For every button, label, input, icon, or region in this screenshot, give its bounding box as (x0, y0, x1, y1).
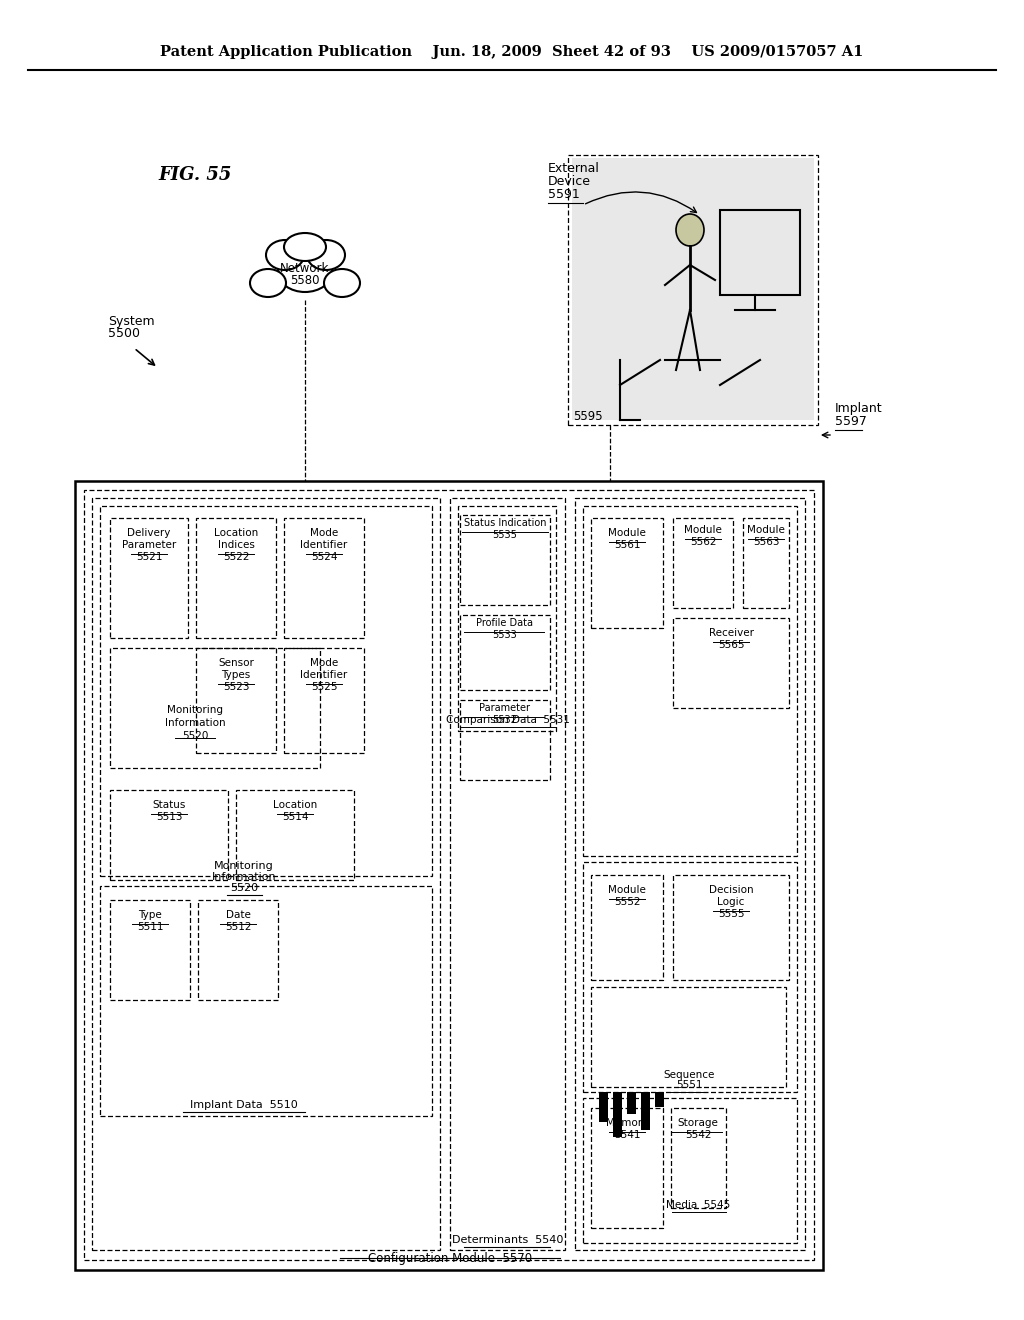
Text: Receiver: Receiver (709, 628, 754, 638)
Text: 5551: 5551 (676, 1080, 702, 1090)
Text: 5524: 5524 (310, 552, 337, 562)
Ellipse shape (307, 240, 345, 271)
Text: 5591: 5591 (548, 187, 580, 201)
Text: Comparison Data  5531: Comparison Data 5531 (446, 715, 570, 725)
Bar (654, 1092, 664, 1107)
Text: 5563: 5563 (753, 537, 779, 546)
Bar (640, 1092, 649, 1130)
Text: Status Indication: Status Indication (464, 517, 546, 528)
Text: Types: Types (221, 671, 251, 680)
Text: Logic: Logic (718, 898, 744, 907)
Text: FIG. 55: FIG. 55 (158, 166, 231, 183)
Text: 5535: 5535 (493, 531, 517, 540)
Text: Parameter: Parameter (122, 540, 176, 550)
Text: Mode: Mode (310, 528, 338, 539)
Bar (612, 1092, 622, 1137)
Text: 5597: 5597 (835, 414, 867, 428)
Text: Determinants  5540: Determinants 5540 (453, 1236, 563, 1245)
Text: 5520: 5520 (182, 731, 208, 741)
Text: Monitoring: Monitoring (167, 705, 223, 715)
Text: Device: Device (548, 176, 591, 187)
Text: Module: Module (608, 528, 646, 539)
Text: Location: Location (214, 528, 258, 539)
Bar (598, 1092, 607, 1122)
Text: 5500: 5500 (108, 327, 140, 341)
Text: Module: Module (608, 884, 646, 895)
Text: 5523: 5523 (223, 682, 249, 692)
Text: 5595: 5595 (573, 411, 603, 422)
Text: 5512: 5512 (224, 921, 251, 932)
Text: Delivery: Delivery (127, 528, 171, 539)
Text: Configuration Module  5570: Configuration Module 5570 (368, 1251, 532, 1265)
Text: 5542: 5542 (685, 1130, 712, 1140)
Text: Profile Data: Profile Data (476, 618, 534, 628)
Text: Status: Status (153, 800, 185, 810)
Text: 5520: 5520 (230, 883, 258, 894)
Text: 5565: 5565 (718, 640, 744, 649)
Text: 5525: 5525 (310, 682, 337, 692)
Text: 5580: 5580 (290, 273, 319, 286)
Ellipse shape (250, 269, 286, 297)
Text: 5532: 5532 (493, 715, 517, 725)
Bar (627, 1092, 636, 1114)
Text: Indices: Indices (217, 540, 254, 550)
Text: Patent Application Publication    Jun. 18, 2009  Sheet 42 of 93    US 2009/01570: Patent Application Publication Jun. 18, … (161, 45, 863, 59)
Text: Mode: Mode (310, 657, 338, 668)
Text: Media  5545: Media 5545 (666, 1200, 730, 1210)
Text: Location: Location (272, 800, 317, 810)
Text: 5513: 5513 (156, 812, 182, 822)
Text: 5562: 5562 (690, 537, 716, 546)
Text: External: External (548, 162, 600, 176)
Text: Sensor: Sensor (218, 657, 254, 668)
Text: Module: Module (748, 525, 785, 535)
Text: System: System (108, 315, 155, 327)
Text: 5522: 5522 (223, 552, 249, 562)
Text: Module: Module (684, 525, 722, 535)
Text: Sequence: Sequence (664, 1071, 715, 1080)
Text: Parameter: Parameter (479, 704, 530, 713)
Text: 5555: 5555 (718, 909, 744, 919)
Ellipse shape (278, 252, 332, 292)
Text: 5561: 5561 (613, 540, 640, 550)
Text: Identifier: Identifier (300, 671, 347, 680)
Text: Information: Information (165, 718, 225, 729)
Ellipse shape (284, 234, 326, 261)
Text: Storage: Storage (678, 1118, 719, 1129)
Text: Type: Type (138, 909, 162, 920)
Text: 5552: 5552 (613, 898, 640, 907)
Ellipse shape (266, 240, 304, 271)
Text: 5511: 5511 (137, 921, 163, 932)
Text: 5521: 5521 (136, 552, 162, 562)
Text: Information: Information (212, 873, 276, 882)
Text: Network: Network (281, 261, 330, 275)
Text: Implant: Implant (835, 403, 883, 414)
Text: Date: Date (225, 909, 251, 920)
Text: Implant Data  5510: Implant Data 5510 (190, 1100, 298, 1110)
Text: 5541: 5541 (613, 1130, 640, 1140)
Text: Decision: Decision (709, 884, 754, 895)
Ellipse shape (676, 214, 705, 246)
Text: Memory: Memory (606, 1118, 648, 1129)
Ellipse shape (324, 269, 360, 297)
Text: 5514: 5514 (282, 812, 308, 822)
FancyBboxPatch shape (572, 158, 814, 420)
Text: Identifier: Identifier (300, 540, 347, 550)
Text: 5533: 5533 (493, 630, 517, 640)
Text: Monitoring: Monitoring (214, 861, 273, 871)
